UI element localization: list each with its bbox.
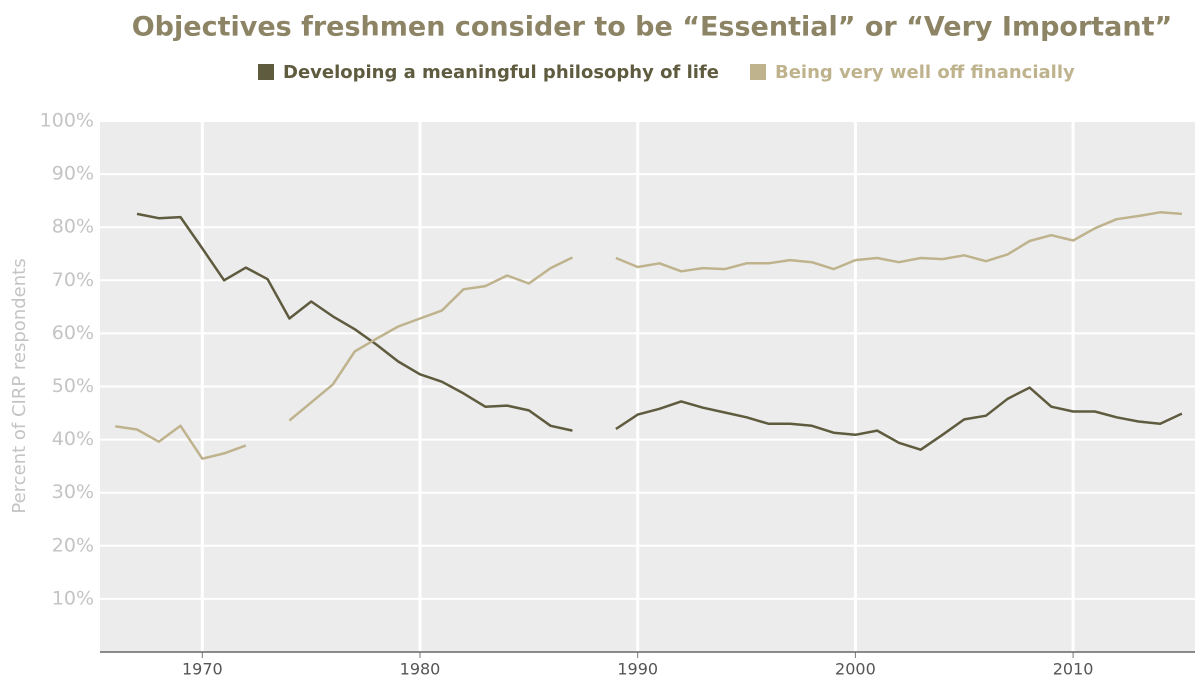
y-tick-label: 90% bbox=[52, 163, 94, 185]
y-tick-label: 80% bbox=[52, 216, 94, 238]
y-tick-label: 20% bbox=[52, 534, 94, 556]
x-tick-label: 1970 bbox=[182, 660, 223, 679]
y-tick-label: 100% bbox=[40, 110, 94, 132]
x-tick-label: 1980 bbox=[400, 660, 441, 679]
legend-swatch bbox=[750, 64, 766, 80]
series-line bbox=[115, 211, 1182, 460]
y-axis-label: Percent of CIRP respondents bbox=[9, 258, 30, 513]
x-tick-label: 2000 bbox=[835, 660, 876, 679]
x-tick-label: 1990 bbox=[617, 660, 658, 679]
y-tick-label: 40% bbox=[52, 428, 94, 450]
y-tick-label: 50% bbox=[52, 375, 94, 397]
legend-label: Being very well off financially bbox=[775, 62, 1075, 83]
legend-swatch bbox=[258, 64, 274, 80]
x-tick-label: 2010 bbox=[1053, 660, 1094, 679]
chart-title: Objectives freshmen consider to be “Esse… bbox=[132, 12, 1173, 43]
y-tick-label: 60% bbox=[52, 322, 94, 344]
legend-label: Developing a meaningful philosophy of li… bbox=[283, 62, 719, 83]
y-tick-label: 30% bbox=[52, 481, 94, 503]
y-tick-label: 70% bbox=[52, 269, 94, 291]
y-tick-label: 10% bbox=[52, 587, 94, 609]
series-line bbox=[136, 212, 1183, 451]
